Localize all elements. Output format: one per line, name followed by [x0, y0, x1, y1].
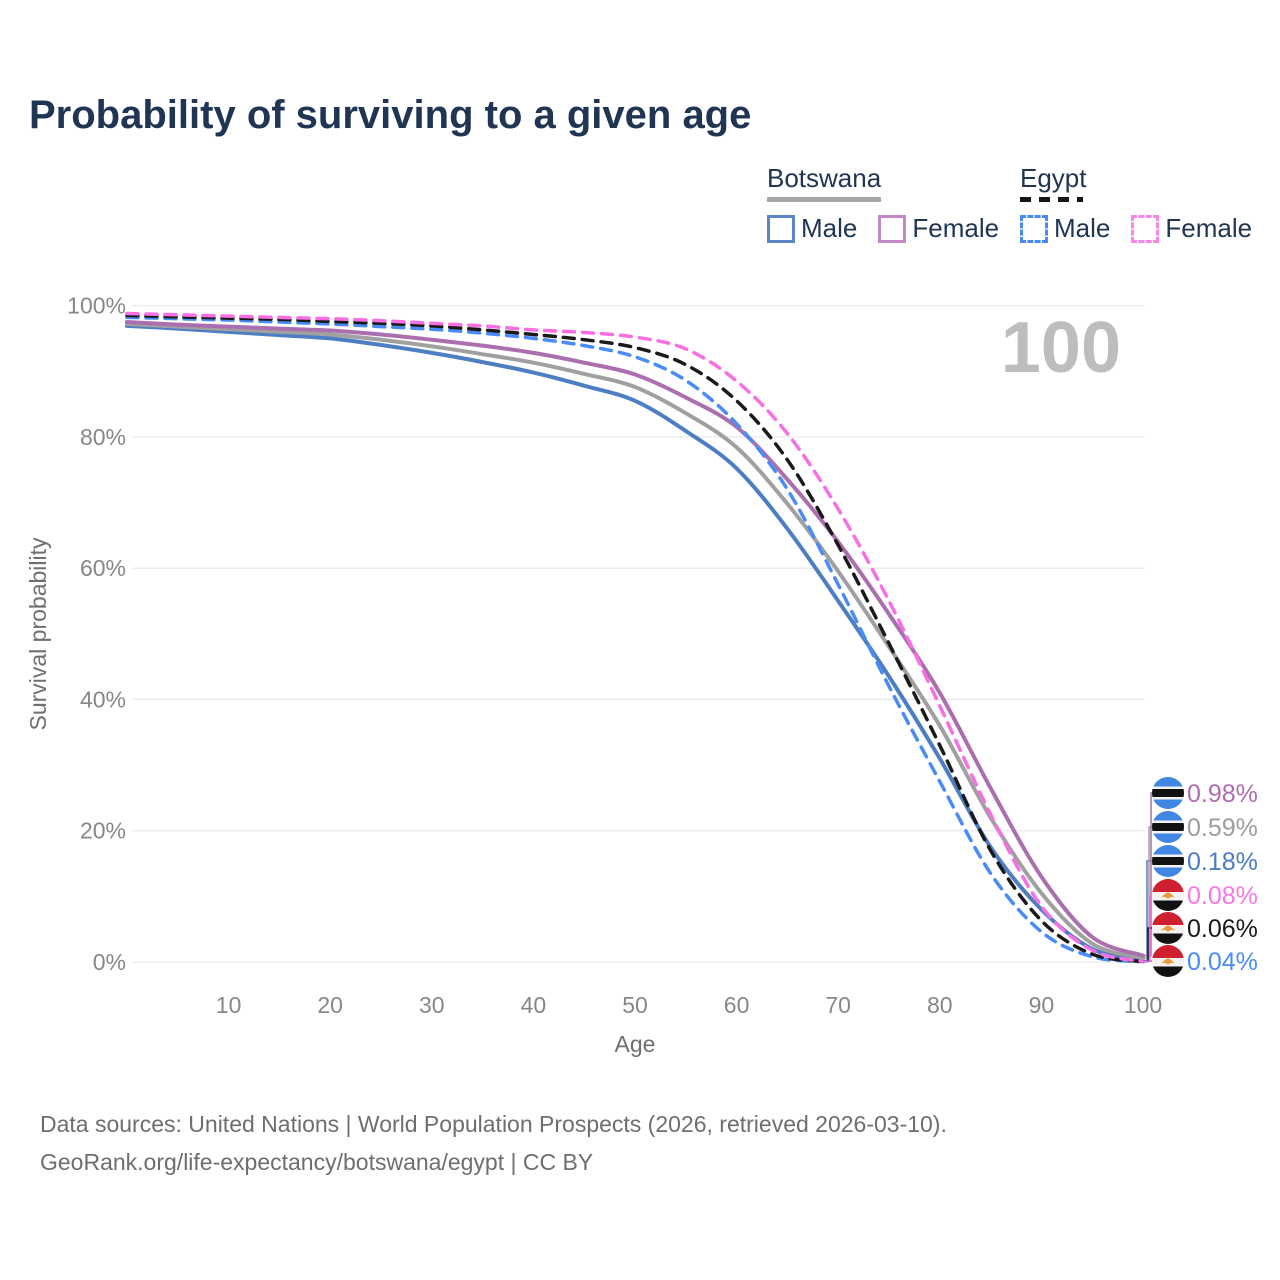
egypt-flag-icon	[1152, 945, 1184, 977]
series-lines	[125, 311, 1145, 964]
y-tick-label-40: 40%	[80, 686, 126, 712]
y-tick-label-60: 60%	[80, 555, 126, 581]
x-tick-label-20: 20	[317, 992, 343, 1018]
botswana-flag-icon	[1152, 777, 1184, 809]
legend-label-egypt-female: Female	[1165, 213, 1253, 243]
y-tick-label-100: 100%	[67, 293, 126, 319]
x-tick-label-70: 70	[825, 992, 851, 1018]
egypt-flag-icon	[1152, 879, 1184, 911]
end-label-value-0.04%: 0.04%	[1187, 948, 1258, 976]
legend-item-botswana-male[interactable]: Male	[767, 213, 857, 244]
end-label-value-0.18%: 0.18%	[1187, 848, 1258, 876]
legend-swatch-botswana-female-icon	[878, 214, 907, 243]
y-tick-label-20: 20%	[80, 818, 126, 844]
age-counter-watermark: 100	[1001, 308, 1121, 388]
series-line-egypt-both-sexes	[125, 313, 1145, 964]
legend-group-egypt: Egypt Male Female	[1020, 163, 1252, 244]
botswana-flag-icon	[1152, 811, 1184, 843]
series-line-botswana-both-sexes	[125, 322, 1145, 961]
x-tick-label-30: 30	[419, 992, 445, 1018]
axis-ticks: 0% 20% 40% 60% 80% 100% 10 20 30 40 50 60 70 80 90 100	[67, 293, 1162, 1018]
x-tick-label-80: 80	[927, 992, 953, 1018]
series-line-egypt-male	[125, 315, 1145, 964]
x-tick-label-60: 60	[724, 992, 750, 1018]
egypt-flag-icon	[1152, 912, 1184, 944]
legend-swatch-egypt-female-icon	[1131, 214, 1160, 243]
data-source-footer: Data sources: United Nations | World Pop…	[40, 1105, 947, 1181]
legend-group-botswana: Botswana Male Female	[767, 163, 999, 244]
y-axis-title: Survival probability	[25, 537, 51, 731]
legend-swatch-botswana-male-icon	[767, 214, 795, 243]
x-axis-title: Age	[615, 1031, 656, 1057]
end-label-value-0.08%: 0.08%	[1187, 882, 1258, 910]
legend-item-egypt-male[interactable]: Male	[1020, 213, 1110, 244]
end-label-connector-0.98%	[1143, 792, 1152, 957]
end-labels: 0.18% 0.59% 0.98% 0.04% 0.06% 0.08%	[1143, 777, 1258, 977]
page-title: Probability of surviving to a given age	[29, 93, 752, 137]
footer-line-url: GeoRank.org/life-expectancy/botswana/egy…	[40, 1149, 594, 1175]
legend-label-botswana-male: Male	[801, 213, 858, 243]
end-label-value-0.98%: 0.98%	[1187, 780, 1258, 808]
legend-country-botswana: Botswana	[767, 163, 882, 193]
legend-underline-botswana	[767, 197, 881, 202]
botswana-flag-icon	[1152, 845, 1184, 877]
gridlines	[133, 304, 1145, 963]
legend-country-egypt: Egypt	[1020, 163, 1087, 193]
footer-line-sources: Data sources: United Nations | World Pop…	[40, 1111, 947, 1137]
end-label-connector-0.08%	[1143, 894, 1152, 963]
x-tick-label-50: 50	[622, 992, 648, 1018]
legend-item-egypt-female[interactable]: Female	[1131, 213, 1252, 244]
y-tick-label-80: 80%	[80, 424, 126, 450]
series-line-botswana-female	[125, 320, 1145, 958]
series-line-egypt-female	[125, 311, 1145, 964]
end-label-value-0.59%: 0.59%	[1187, 814, 1258, 842]
legend-underline-egypt	[1020, 197, 1083, 202]
y-tick-label-0: 0%	[93, 949, 126, 975]
series-line-botswana-male	[125, 323, 1145, 963]
x-tick-label-90: 90	[1029, 992, 1055, 1018]
x-tick-label-100: 100	[1124, 992, 1162, 1018]
end-label-value-0.06%: 0.06%	[1187, 915, 1258, 943]
x-tick-label-40: 40	[521, 992, 547, 1018]
legend-swatch-egypt-male-icon	[1020, 214, 1048, 243]
legend-item-botswana-female[interactable]: Female	[878, 213, 999, 244]
legend-label-botswana-female: Female	[912, 213, 1000, 243]
x-tick-label-10: 10	[216, 992, 242, 1018]
legend-label-egypt-male: Male	[1054, 213, 1111, 243]
